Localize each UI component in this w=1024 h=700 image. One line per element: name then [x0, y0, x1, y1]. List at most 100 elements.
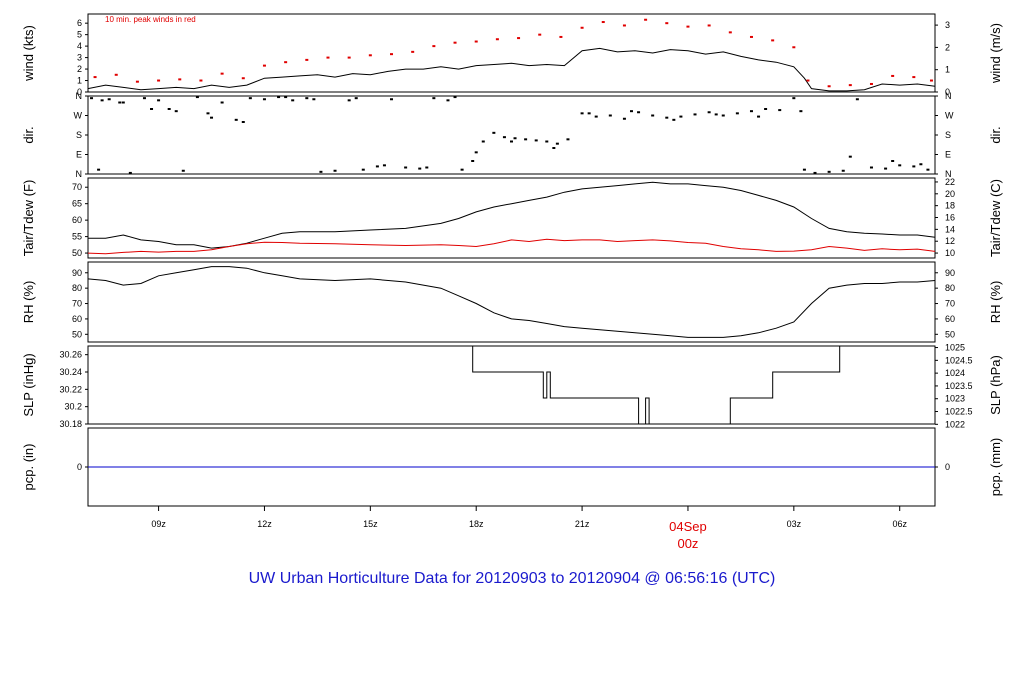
dir-direction-point [707, 111, 711, 114]
slp-sea_level_pressure-line [88, 345, 935, 425]
wind-peak-point [241, 77, 245, 80]
wind-peak-point [474, 40, 478, 43]
slp-left-tick-label: 30.18 [59, 419, 82, 429]
dir-left-tick-label: N [76, 91, 83, 101]
x-tick-label: 15z [363, 519, 378, 529]
wind-peak-point [912, 76, 916, 79]
dir-direction-point [418, 167, 422, 170]
wind-peak-point [453, 41, 457, 44]
dir-direction-point [848, 155, 852, 158]
dir-frame [87, 95, 936, 175]
slp-right-tick-label: 1025 [945, 343, 965, 353]
dir-ylabel-right: dir. [988, 126, 1003, 143]
dir-left-tick-label: W [74, 111, 83, 121]
slp-right-tick-label: 1024.5 [945, 355, 973, 365]
dir-direction-point [587, 112, 591, 115]
wind-peak-point [806, 79, 810, 82]
wind-peak-point [411, 50, 415, 53]
dir-direction-point [926, 168, 930, 171]
x-axis: 09z 12z 15z 18z 21z 04Sep 00z 03z 06z [151, 506, 907, 551]
dir-direction-point [234, 118, 238, 121]
dir-direction-point [312, 98, 316, 101]
x-tick-label: 00z [677, 536, 698, 551]
dir-direction-point [594, 115, 598, 118]
dir-direction-point [432, 97, 436, 100]
dir-direction-point [446, 99, 450, 102]
wind-peak-point [495, 38, 499, 41]
wind-peak-point [707, 24, 711, 27]
wind-right-tick-label: 3 [945, 20, 950, 30]
x-tick-label: 21z [575, 519, 590, 529]
dir-direction-point [453, 96, 457, 99]
dir-left-tick-label: E [76, 150, 82, 160]
wind-ylabel-left: wind (kts) [21, 25, 36, 82]
x-tick-label: 09z [151, 519, 166, 529]
dir-direction-point [510, 140, 513, 143]
dir-direction-point [841, 169, 845, 172]
precip-left-tick-label: 0 [77, 462, 82, 472]
rh-left-tick-label: 50 [72, 329, 82, 339]
dir-direction-point [629, 110, 633, 113]
dir-direction-point [157, 99, 161, 102]
wind-peak-point [728, 31, 732, 34]
dir-direction-point [305, 97, 309, 100]
wind-peak-point [220, 72, 224, 75]
dir-direction-point [375, 165, 379, 168]
rh-right-tick-label: 90 [945, 268, 955, 278]
wind-ylabel-right: wind (m/s) [988, 23, 1003, 84]
dir-direction-point [884, 167, 888, 170]
dir-right-tick-label: S [945, 130, 951, 140]
dir-left-tick-label: N [76, 169, 83, 179]
dir-direction-point [869, 166, 873, 169]
wind-peak-point [929, 79, 933, 82]
dir-direction-point [714, 113, 718, 116]
wind-right-tick-label: 1 [945, 65, 950, 75]
dir-direction-point [206, 112, 210, 115]
dir-direction-point [721, 114, 725, 117]
dir-direction-point [195, 96, 199, 99]
dir-direction-point [566, 138, 570, 141]
dir-direction-point [404, 166, 408, 169]
slp-right-tick-label: 1022.5 [945, 407, 973, 417]
rh-left-tick-label: 60 [72, 314, 82, 324]
precip-ylabel-left: pcp. (in) [21, 444, 36, 491]
dir-direction-point [813, 171, 817, 174]
wind-peak-point [601, 21, 605, 24]
rh-left-tick-label: 80 [72, 283, 82, 293]
rh-right-tick-label: 70 [945, 299, 955, 309]
dir-direction-point [749, 110, 753, 113]
dir-direction-point [757, 115, 761, 118]
wind-peak-point [305, 58, 309, 61]
temp-left-tick-label: 60 [72, 215, 82, 225]
wind-peak-point [178, 78, 182, 81]
dir-direction-point [118, 101, 122, 104]
wind-frame [87, 13, 936, 93]
dir-direction-point [319, 170, 323, 173]
wind-speed-line [87, 47, 936, 92]
precip-ylabel-right: pcp. (mm) [988, 438, 1003, 497]
dir-direction-point [513, 137, 517, 140]
wind-peak-point [622, 24, 626, 27]
rh-ylabel-right: RH (%) [988, 281, 1003, 324]
temp-ylabel-left: Tair/Tdew (F) [21, 180, 36, 257]
chart-title: UW Urban Horticulture Data for 20120903 … [249, 570, 776, 587]
dir-direction-point [210, 116, 214, 119]
dir-direction-point [354, 97, 358, 100]
dir-direction-point [912, 165, 916, 168]
dir-right-tick-label: N [945, 169, 952, 179]
dir-direction-point [580, 112, 584, 115]
temp-left-tick-label: 50 [72, 248, 82, 258]
wind-left-tick-label: 3 [77, 53, 82, 63]
temp-left-tick-label: 65 [72, 199, 82, 209]
rh-panel: 50 60 70 80 90 50 60 70 80 90 RH (%) RH (%) [21, 261, 1003, 343]
dir-direction-point [502, 136, 506, 139]
rh-right-tick-label: 50 [945, 329, 955, 339]
dir-direction-point [552, 147, 556, 149]
dir-direction-point [827, 170, 831, 173]
dir-direction-point [167, 108, 171, 110]
dir-direction-point [764, 108, 768, 110]
dir-direction-point [128, 171, 132, 174]
dir-direction-point [361, 168, 365, 171]
